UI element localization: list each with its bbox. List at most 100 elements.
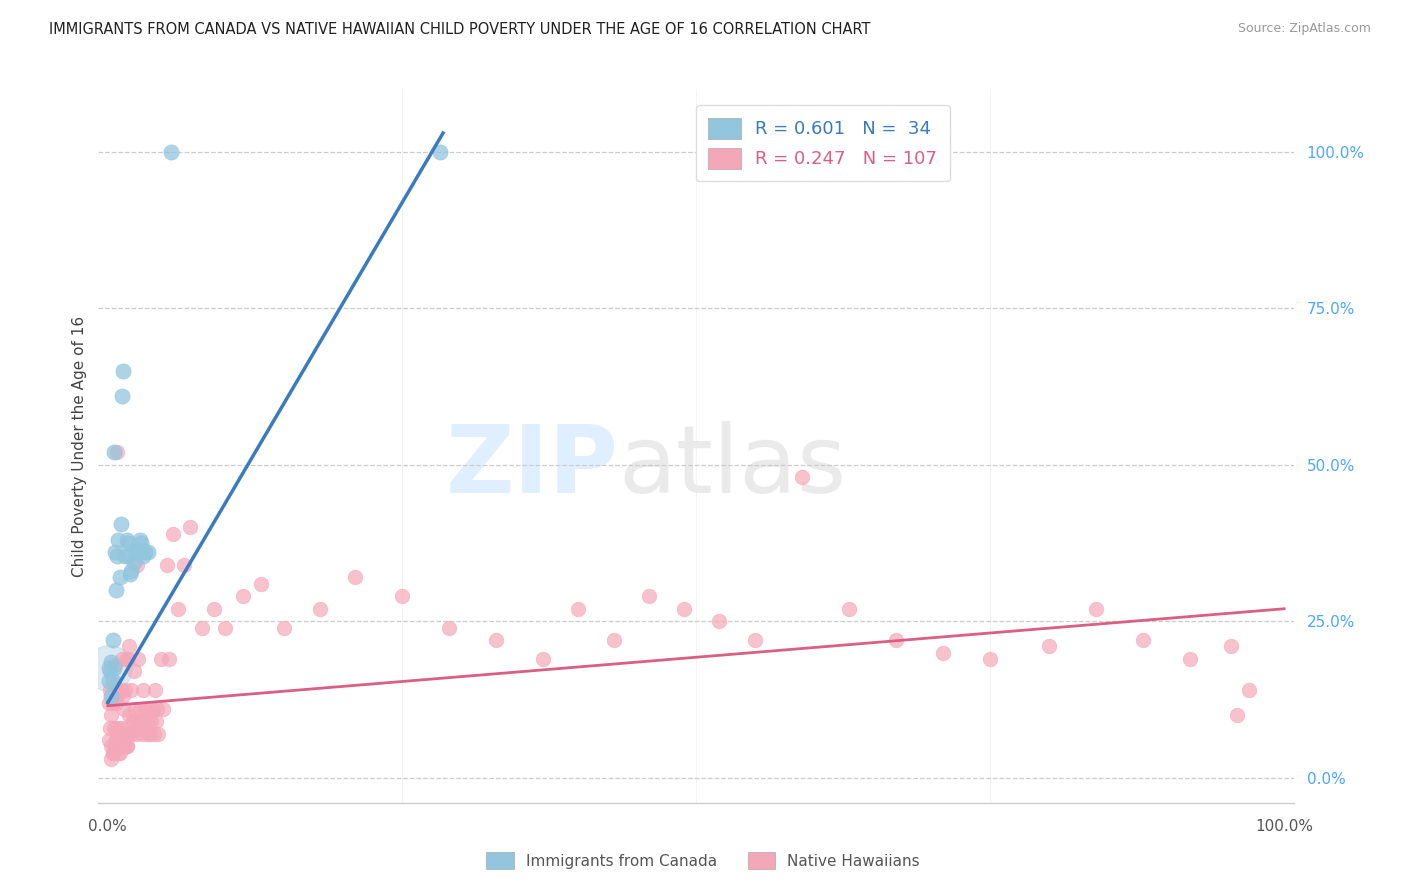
Point [157, 652, 180, 666]
Point [105, 721, 128, 735]
Point [162, 526, 184, 541]
Point [191, 621, 214, 635]
Point [131, 727, 153, 741]
Point [120, 727, 142, 741]
Point [709, 614, 731, 628]
Point [112, 733, 135, 747]
Point [105, 733, 128, 747]
Point [107, 746, 129, 760]
Point [1220, 640, 1243, 654]
Point [117, 727, 139, 741]
Point [128, 533, 150, 547]
Point [127, 545, 149, 559]
Point [98, 661, 121, 675]
Point [114, 727, 136, 741]
Point [567, 601, 589, 615]
Point [129, 536, 152, 550]
Point [602, 633, 624, 648]
Point [112, 739, 135, 754]
Point [115, 739, 138, 754]
Point [744, 633, 766, 648]
Point [112, 364, 135, 378]
Point [156, 558, 179, 572]
Point [101, 633, 124, 648]
Point [391, 589, 413, 603]
Point [214, 621, 236, 635]
Point [118, 549, 141, 563]
Point [122, 555, 145, 569]
Point [101, 673, 124, 688]
Point [115, 533, 138, 547]
Point [122, 714, 145, 729]
Point [125, 542, 148, 557]
Point [173, 558, 195, 572]
Point [105, 445, 128, 459]
Point [1084, 601, 1107, 615]
Point [132, 683, 155, 698]
Point [98, 673, 121, 688]
Point [790, 470, 813, 484]
Point [343, 570, 366, 584]
Text: ZIP: ZIP [446, 421, 619, 514]
Point [202, 601, 225, 615]
Point [110, 683, 132, 698]
Point [125, 727, 148, 741]
Point [103, 661, 125, 675]
Point [160, 145, 183, 159]
Point [101, 746, 124, 760]
Point [838, 601, 860, 615]
Point [105, 549, 128, 563]
Point [104, 545, 127, 559]
Point [100, 752, 122, 766]
Point [136, 714, 159, 729]
Legend: Immigrants from Canada, Native Hawaiians: Immigrants from Canada, Native Hawaiians [479, 846, 927, 875]
Point [108, 570, 131, 584]
Point [115, 739, 138, 754]
Point [122, 665, 145, 679]
Point [98, 696, 121, 710]
Point [152, 702, 174, 716]
Point [884, 633, 907, 648]
Point [128, 702, 150, 716]
Point [249, 576, 271, 591]
Point [103, 677, 125, 691]
Point [120, 727, 142, 741]
Point [100, 739, 122, 754]
Point [107, 733, 129, 747]
Point [105, 690, 128, 704]
Point [673, 601, 696, 615]
Point [111, 389, 134, 403]
Point [111, 727, 134, 741]
Point [112, 702, 135, 716]
Point [117, 652, 139, 666]
Point [127, 558, 149, 572]
Point [141, 714, 163, 729]
Point [104, 658, 127, 673]
Point [124, 702, 146, 716]
Point [429, 145, 451, 159]
Point [138, 702, 160, 716]
Point [1132, 633, 1154, 648]
Y-axis label: Child Poverty Under the Age of 16: Child Poverty Under the Age of 16 [72, 316, 87, 576]
Point [103, 721, 125, 735]
Point [100, 655, 122, 669]
Point [273, 621, 295, 635]
Point [111, 652, 134, 666]
Point [139, 727, 162, 741]
Point [120, 567, 142, 582]
Point [1038, 640, 1060, 654]
Point [146, 702, 169, 716]
Point [127, 545, 149, 559]
Point [98, 721, 121, 735]
Text: atlas: atlas [619, 421, 846, 514]
Point [118, 708, 141, 723]
Point [134, 702, 156, 716]
Point [98, 683, 121, 698]
Point [101, 746, 124, 760]
Point [100, 690, 122, 704]
Point [121, 714, 143, 729]
Point [114, 683, 136, 698]
Text: IMMIGRANTS FROM CANADA VS NATIVE HAWAIIAN CHILD POVERTY UNDER THE AGE OF 16 CORR: IMMIGRANTS FROM CANADA VS NATIVE HAWAIIA… [49, 22, 870, 37]
Point [485, 633, 508, 648]
Point [107, 683, 129, 698]
